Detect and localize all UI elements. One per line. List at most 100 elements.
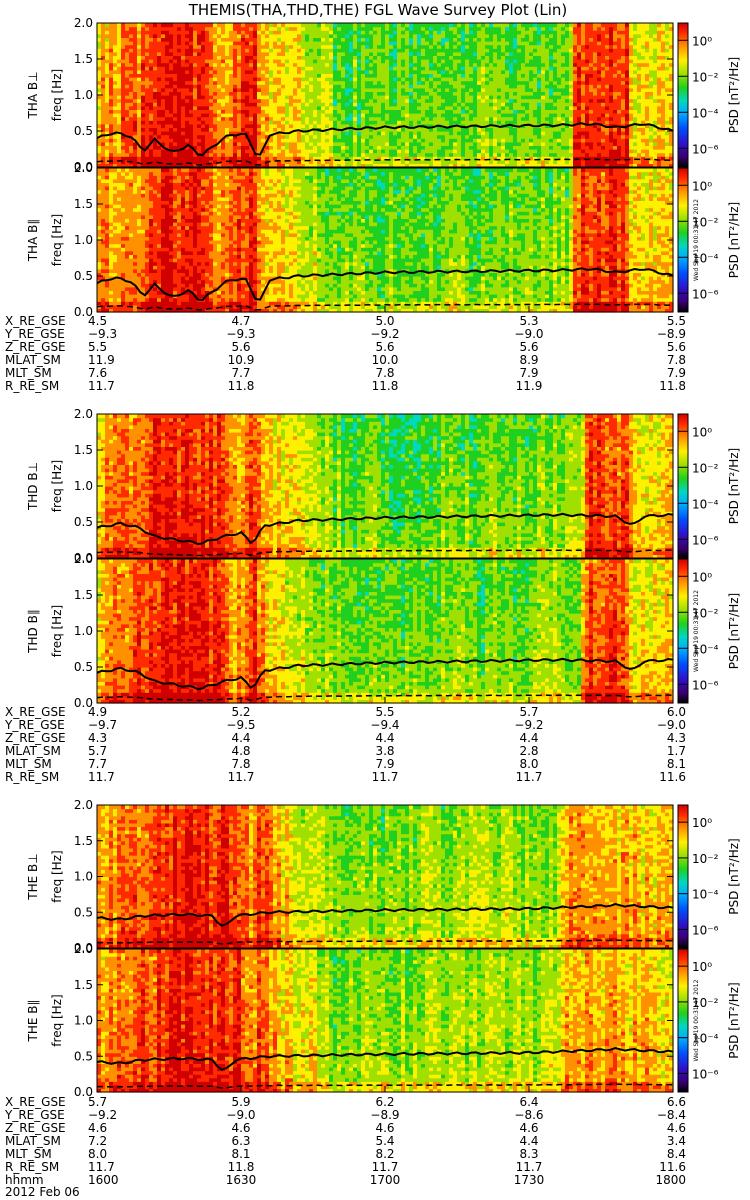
ephemeris-label: Z_RE_GSE: [5, 1121, 66, 1135]
ephemeris-value: 4.6: [88, 1121, 107, 1135]
ephemeris-value: 4.4: [519, 731, 538, 745]
ephemeris-value: 6.3: [231, 1134, 250, 1148]
ephemeris-value: 4.4: [519, 1134, 538, 1148]
ephemeris-label: MLT_SM: [5, 757, 52, 771]
colorbar: [678, 805, 688, 948]
ephemeris-label: R_RE_SM: [5, 379, 59, 393]
ephemeris-table: X_RE_GSE 4.5 4.7 5.0 5.3 5.5Y_RE_GSE −9.3 −9.3−…: [4, 306, 686, 393]
ephemeris-value: 4.5: [88, 314, 107, 328]
panel-label: THA B⊥: [26, 71, 40, 119]
ephemeris-value: 5.4: [375, 1134, 394, 1148]
freq-axis-label: freq [Hz]: [50, 850, 64, 902]
ephemeris-value: 7.7: [231, 366, 250, 380]
ephemeris-value: 7.8: [231, 757, 250, 771]
ephemeris-value: 5.9: [231, 1095, 250, 1109]
spectrogram-cells: [97, 168, 674, 313]
ephemeris-value: 11.7: [88, 379, 115, 393]
date-stamp: Wed Sep 19 00:31:47 2012: [693, 199, 700, 281]
ephemeris-value: 11.8: [228, 1160, 255, 1174]
colorbar-label: PSD [nT²/Hz]: [727, 202, 741, 278]
ephemeris-label: R_RE_SM: [5, 770, 59, 784]
freq-axis-label: freq [Hz]: [50, 214, 64, 266]
colorbar-tick-label: 10⁻⁶: [692, 533, 719, 547]
spectrogram-cells: [97, 414, 674, 559]
panel-label: THE B∥: [26, 1000, 40, 1043]
ephemeris-label: Y_RE_GSE: [4, 327, 65, 341]
y-tick-label: 1.5: [74, 978, 93, 992]
y-tick-label: 1.0: [74, 88, 93, 102]
ephemeris-label: X_RE_GSE: [5, 705, 66, 719]
colorbar: [678, 168, 688, 312]
ephemeris-value: 11.6: [659, 770, 686, 784]
ephemeris-value: 1630: [226, 1173, 257, 1187]
ephemeris-label: Y_RE_GSE: [4, 1108, 65, 1122]
ephemeris-table: X_RE_GSE 5.7 5.9 6.2 6.4 6.6Y_RE_GSE −9.2 −9.0−…: [4, 1086, 686, 1187]
ephemeris-value: −9.2: [88, 1108, 117, 1122]
ephemeris-value: 4.6: [375, 1121, 394, 1135]
ephemeris-value: −8.6: [514, 1108, 543, 1122]
date-label: 2012 Feb 06: [5, 1185, 80, 1199]
ephemeris-value: 7.9: [375, 757, 394, 771]
y-tick-label: 0.5: [74, 1049, 93, 1063]
ephemeris-value: 7.9: [519, 366, 538, 380]
ephemeris-value: 2.8: [519, 744, 538, 758]
ephemeris-value: 11.6: [659, 1160, 686, 1174]
ephemeris-value: 11.7: [88, 770, 115, 784]
colorbar-tick-label: 10⁰: [692, 816, 712, 830]
ephemeris-label: MLAT_SM: [5, 1134, 61, 1148]
ephemeris-value: 5.0: [375, 314, 394, 328]
ephemeris-value: −9.7: [88, 718, 117, 732]
colorbar-tick-label: 10⁻⁴: [692, 106, 719, 120]
panel-label: THE B⊥: [26, 853, 40, 900]
figure-title: THEMIS(THA,THD,THE) FGL Wave Survey Plot…: [188, 1, 567, 19]
ephemeris-value: 6.4: [519, 1095, 538, 1109]
ephemeris-value: 7.6: [88, 366, 107, 380]
ephemeris-value: 4.8: [231, 744, 250, 758]
colorbar-tick-label: 10⁰: [692, 570, 712, 584]
ephemeris-value: 5.7: [519, 705, 538, 719]
colorbar-label: PSD [nT²/Hz]: [727, 838, 741, 914]
ephemeris-value: 5.6: [519, 340, 538, 354]
y-tick-label: 1.5: [74, 834, 93, 848]
ephemeris-value: 1800: [655, 1173, 686, 1187]
ephemeris-value: 11.7: [372, 1160, 399, 1174]
y-tick-label: 2.0: [74, 161, 93, 175]
y-tick-label: 0.5: [74, 660, 93, 674]
ephemeris-value: −9.0: [514, 327, 543, 341]
colorbar-tick-label: 10⁻²: [692, 852, 719, 866]
y-tick-label: 2.0: [74, 798, 93, 812]
ephemeris-value: 4.7: [231, 314, 250, 328]
freq-axis-label: freq [Hz]: [50, 69, 64, 121]
ephemeris-value: 11.7: [372, 770, 399, 784]
y-tick-label: 1.0: [74, 479, 93, 493]
ephemeris-value: 5.3: [519, 314, 538, 328]
ephemeris-value: 11.7: [228, 770, 255, 784]
y-tick-label: 1.0: [74, 624, 93, 638]
ephemeris-value: 5.7: [88, 744, 107, 758]
ephemeris-value: 4.6: [667, 1121, 686, 1135]
colorbar-tick-label: 10⁻⁴: [692, 497, 719, 511]
ephemeris-value: 1.7: [667, 744, 686, 758]
y-tick-label: 2.0: [74, 942, 93, 956]
colorbar-tick-label: 10⁰: [692, 179, 712, 193]
ephemeris-value: −8.4: [657, 1108, 686, 1122]
colorbar-tick-label: 10⁰: [692, 960, 712, 974]
y-tick-label: 1.5: [74, 52, 93, 66]
ephemeris-table: X_RE_GSE 4.9 5.2 5.5 5.7 6.0Y_RE_GSE −9.7 −9.5−…: [4, 697, 686, 784]
date-stamp: Wed Sep 19 00:31:47 2012: [693, 979, 700, 1061]
ephemeris-value: −9.2: [370, 327, 399, 341]
ephemeris-value: 4.6: [519, 1121, 538, 1135]
ephemeris-value: 7.2: [88, 1134, 107, 1148]
ephemeris-value: 11.7: [88, 1160, 115, 1174]
freq-axis-label: freq [Hz]: [50, 605, 64, 657]
y-tick-label: 0.5: [74, 269, 93, 283]
colorbar-tick-label: 10⁻⁶: [692, 1067, 719, 1081]
ephemeris-value: 6.6: [667, 1095, 686, 1109]
spectrogram-cells: [97, 949, 674, 1093]
ephemeris-value: 1600: [88, 1173, 119, 1187]
ephemeris-value: 5.5: [88, 340, 107, 354]
ephemeris-value: 8.1: [667, 757, 686, 771]
